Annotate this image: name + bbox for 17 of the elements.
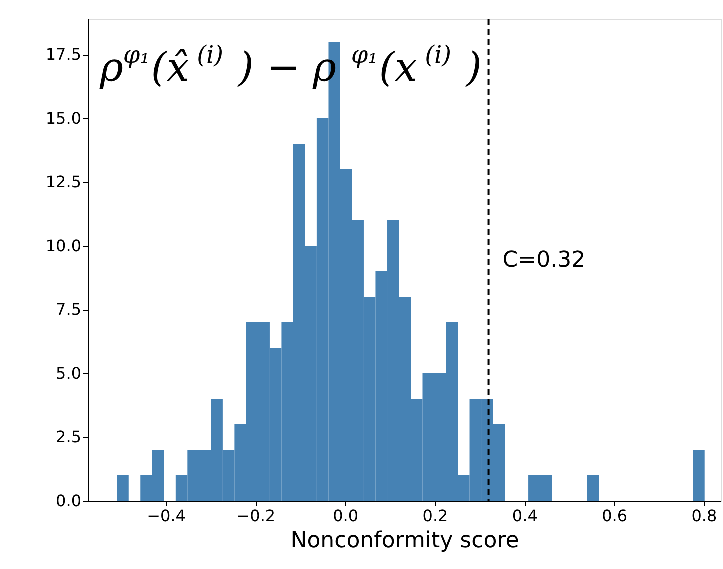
y-tick-label: 15.0 — [46, 108, 82, 128]
x-tick-label: 0.8 — [692, 506, 718, 526]
x-tick-label: 0.4 — [512, 506, 538, 526]
ref-line-label: C=0.32 — [502, 248, 586, 273]
y-tick-label: 5.0 — [56, 364, 82, 383]
y-tick-label: 7.5 — [56, 300, 82, 320]
x-tick-label: 0.2 — [422, 506, 448, 526]
x-tick-label: −0.4 — [147, 506, 186, 526]
x-axis-title: Nonconformity score — [290, 528, 520, 554]
y-tick-label: 0.0 — [56, 492, 82, 510]
y-tick-label: 2.5 — [56, 428, 82, 447]
y-tick-label: 10.0 — [46, 236, 82, 256]
y-tick-label: 17.5 — [46, 45, 82, 64]
y-tick-label: 12.5 — [46, 172, 82, 192]
x-tick-label: 0.6 — [602, 506, 628, 526]
x-tick-label: −0.2 — [236, 506, 276, 526]
x-tick-label: 0.0 — [333, 506, 359, 526]
